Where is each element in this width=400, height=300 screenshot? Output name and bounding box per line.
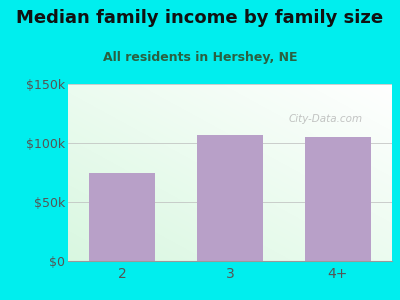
Bar <box>88 172 156 261</box>
Text: Median family income by family size: Median family income by family size <box>16 9 384 27</box>
Text: All residents in Hershey, NE: All residents in Hershey, NE <box>103 51 297 64</box>
Bar <box>304 137 372 261</box>
Bar <box>196 135 264 261</box>
Text: City-Data.com: City-Data.com <box>288 114 362 124</box>
